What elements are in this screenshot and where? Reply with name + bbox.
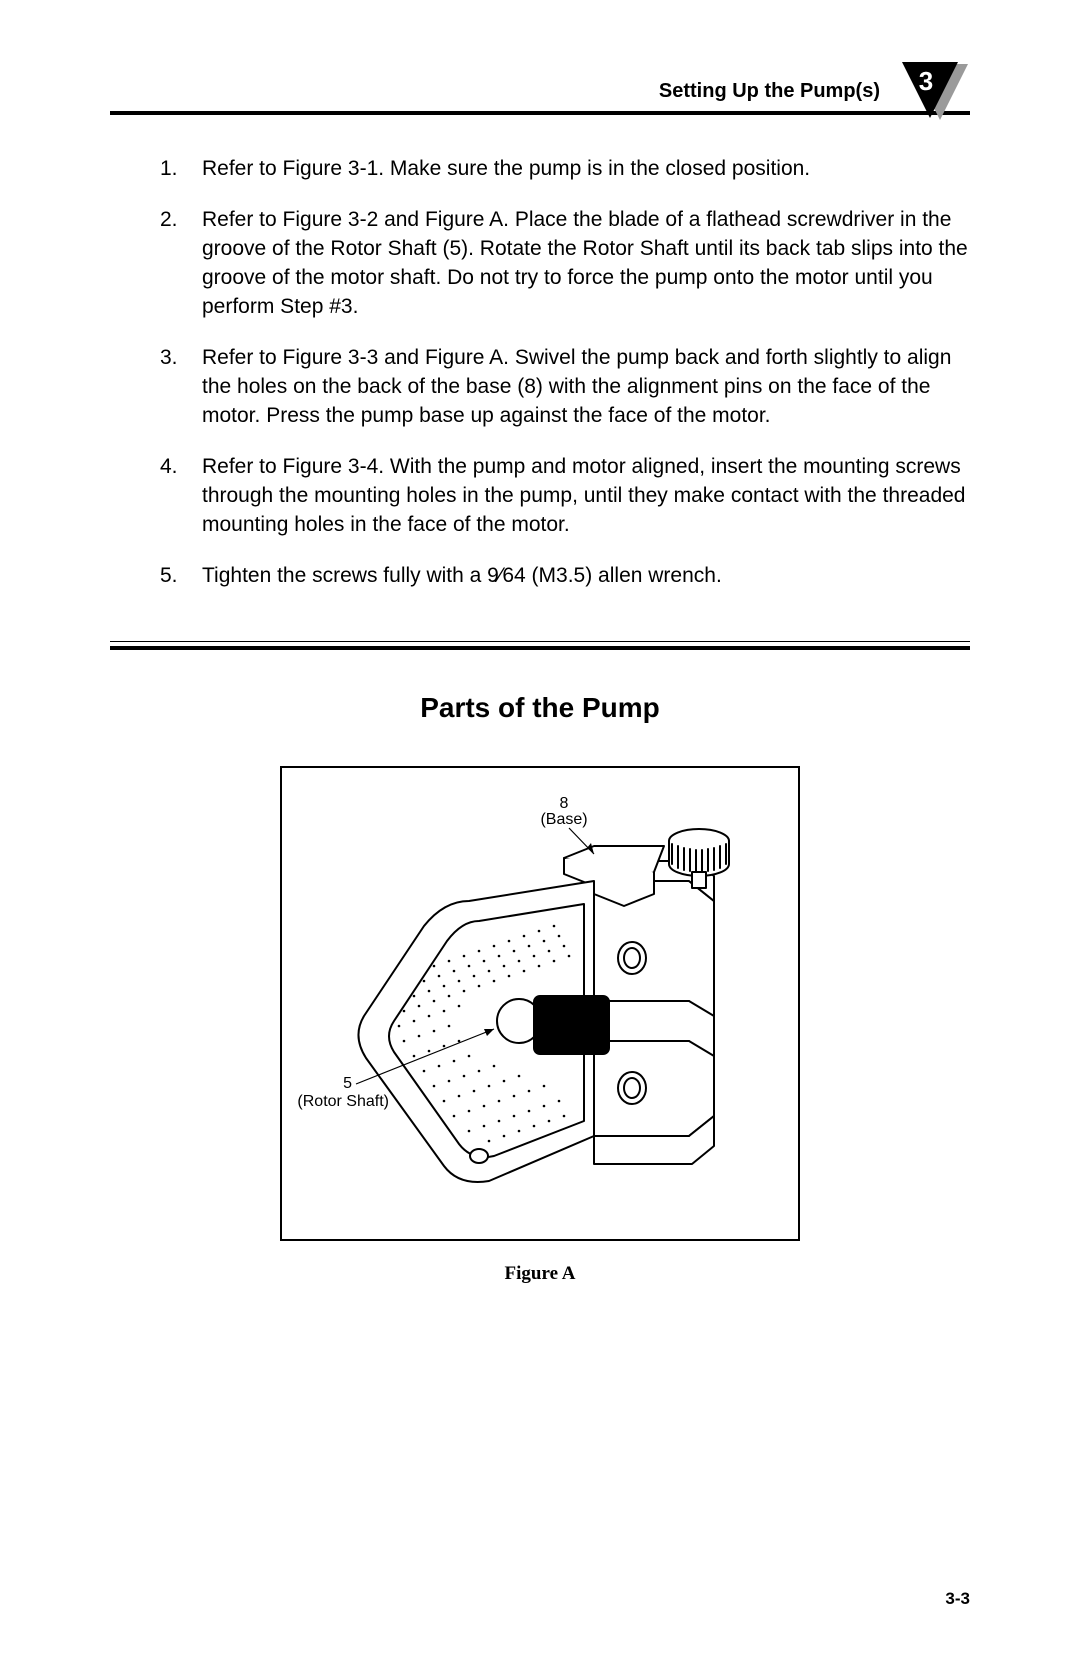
- step-text: Refer to Figure 3-4. With the pump and m…: [202, 453, 970, 540]
- callout-top-num: 8: [560, 795, 569, 812]
- callout-top-label: (Base): [540, 811, 587, 828]
- pump-diagram: 8 (Base) 5 (Rotor Shaft): [294, 786, 774, 1216]
- step-number: 1.: [160, 155, 202, 184]
- page-number: 3-3: [945, 1589, 970, 1609]
- section-title: Parts of the Pump: [110, 692, 970, 724]
- step-text: Tighten the screws fully with a 9⁄64 (M3…: [202, 562, 970, 591]
- figure-wrap: 8 (Base) 5 (Rotor Shaft) Figure A: [110, 766, 970, 1285]
- step-item: 4. Refer to Figure 3-4. With the pump an…: [160, 453, 970, 540]
- step-number: 5.: [160, 562, 202, 591]
- callout-base: 8 (Base): [540, 795, 594, 854]
- divider-thin: [110, 641, 970, 642]
- figure-box: 8 (Base) 5 (Rotor Shaft): [280, 766, 800, 1241]
- header-rule: [110, 111, 970, 115]
- step-number: 4.: [160, 453, 202, 540]
- step-text: Refer to Figure 3-2 and Figure A. Place …: [202, 206, 970, 322]
- page-container: Setting Up the Pump(s) 3 1. Refer to Fig…: [0, 0, 1080, 1669]
- step-number: 2.: [160, 206, 202, 322]
- figure-caption: Figure A: [110, 1263, 970, 1285]
- chapter-number-text: 3: [919, 66, 933, 96]
- callout-left-label: (Rotor Shaft): [297, 1093, 389, 1110]
- step-item: 5. Tighten the screws fully with a 9⁄64 …: [160, 562, 970, 591]
- step-text: Refer to Figure 3-1. Make sure the pump …: [202, 155, 970, 184]
- page-header: Setting Up the Pump(s) 3: [110, 80, 970, 115]
- step-text: Refer to Figure 3-3 and Figure A. Swivel…: [202, 344, 970, 431]
- step-item: 2. Refer to Figure 3-2 and Figure A. Pla…: [160, 206, 970, 322]
- section-divider: [110, 641, 970, 650]
- header-title: Setting Up the Pump(s): [110, 80, 970, 103]
- chapter-badge: 3: [900, 62, 970, 132]
- step-number: 3.: [160, 344, 202, 431]
- divider-thick: [110, 646, 970, 650]
- steps-list: 1. Refer to Figure 3-1. Make sure the pu…: [110, 155, 970, 591]
- callout-left-num: 5: [343, 1075, 352, 1092]
- step-item: 3. Refer to Figure 3-3 and Figure A. Swi…: [160, 344, 970, 431]
- step-item: 1. Refer to Figure 3-1. Make sure the pu…: [160, 155, 970, 184]
